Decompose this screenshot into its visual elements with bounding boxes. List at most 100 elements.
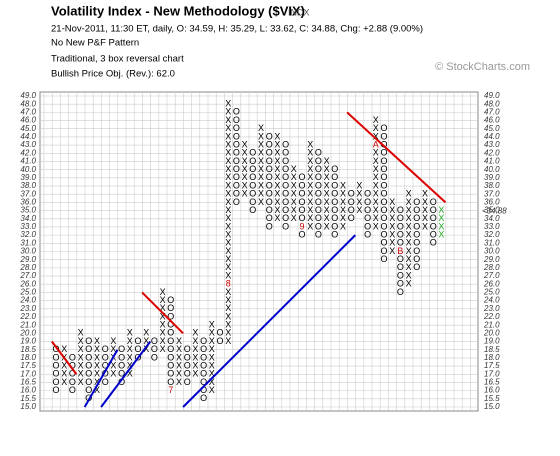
box-glyph: X [127, 369, 133, 379]
box-glyph: O [266, 221, 273, 231]
box-glyph: O [167, 336, 174, 346]
month-marker: 9 [299, 221, 304, 231]
box-glyph: X [127, 360, 133, 370]
box-glyph: O [364, 213, 371, 223]
box-glyph: X [225, 139, 231, 149]
box-glyph: X [258, 148, 264, 158]
box-glyph: X [373, 197, 379, 207]
month-marker: B [397, 246, 403, 256]
y-tick-label-right: 16.5 [484, 378, 500, 387]
box-glyph: X [340, 205, 346, 215]
y-tick-label-right: 42.0 [484, 148, 500, 157]
box-glyph: X [373, 213, 379, 223]
month-marker: 7 [168, 385, 173, 395]
box-glyph: X [225, 336, 231, 346]
y-tick-label: 29.0 [19, 255, 36, 264]
box-glyph: X [406, 254, 412, 264]
y-tick-label: 23.0 [19, 304, 36, 313]
y-tick-label: 21.0 [19, 320, 36, 329]
box-glyph: O [69, 385, 76, 395]
box-glyph: O [134, 336, 141, 346]
y-tick-label-right: 23.0 [483, 304, 500, 313]
box-glyph: X [324, 180, 330, 190]
box-glyph: O [397, 230, 404, 240]
box-glyph: X [209, 369, 215, 379]
box-glyph: X [110, 369, 116, 379]
y-tick-label: 26.0 [19, 279, 36, 288]
box-glyph: O [397, 270, 404, 280]
box-glyph: O [118, 369, 125, 379]
box-glyph: O [184, 352, 191, 362]
box-glyph: X [422, 197, 428, 207]
box-glyph: O [266, 148, 273, 158]
box-glyph: O [233, 172, 240, 182]
box-glyph: X [422, 189, 428, 199]
box-glyph: O [167, 303, 174, 313]
box-glyph: O [52, 385, 59, 395]
box-glyph: O [200, 369, 207, 379]
box-glyph: X [176, 377, 182, 387]
box-glyph: X [324, 197, 330, 207]
box-glyph: X [373, 205, 379, 215]
y-tick-label-right: 41.0 [484, 157, 500, 166]
box-glyph: X [225, 262, 231, 272]
box-glyph: X [373, 131, 379, 141]
box-glyph: X [389, 246, 395, 256]
box-glyph: X [389, 197, 395, 207]
box-glyph: X [373, 156, 379, 166]
box-glyph: X [192, 328, 198, 338]
box-glyph: X [209, 360, 215, 370]
box-glyph: O [380, 197, 387, 207]
box-glyph: O [348, 189, 355, 199]
box-glyph: O [167, 344, 174, 354]
y-tick-label-right: 22.0 [483, 312, 500, 321]
box-glyph: X [356, 180, 362, 190]
box-glyph: X [356, 189, 362, 199]
box-glyph: O [380, 189, 387, 199]
box-glyph: O [380, 156, 387, 166]
box-glyph: X [110, 336, 116, 346]
box-glyph: X [274, 156, 280, 166]
y-tick-label: 17.5 [20, 361, 36, 370]
box-glyph: X [160, 303, 166, 313]
box-glyph: X [389, 238, 395, 248]
y-tick-label: 28.0 [19, 263, 36, 272]
box-glyph: X [61, 360, 67, 370]
box-glyph: O [315, 213, 322, 223]
box-glyph: X [307, 156, 313, 166]
box-glyph: O [266, 180, 273, 190]
box-glyph: X [192, 344, 198, 354]
box-glyph: O [315, 197, 322, 207]
box-glyph: X [209, 336, 215, 346]
box-glyph: X [78, 377, 84, 387]
box-glyph: O [249, 148, 256, 158]
y-tick-label-right: 18.0 [484, 353, 500, 362]
box-glyph: X [307, 139, 313, 149]
box-glyph: X [438, 205, 444, 215]
box-glyph: X [176, 336, 182, 346]
box-glyph: X [373, 221, 379, 231]
box-glyph: X [340, 180, 346, 190]
box-glyph: O [233, 148, 240, 158]
box-glyph: O [282, 205, 289, 215]
box-glyph: X [422, 205, 428, 215]
box-glyph: X [225, 254, 231, 264]
box-glyph: O [430, 213, 437, 223]
y-tick-label-right: 48.0 [484, 99, 500, 108]
y-tick-label-right: 32.0 [484, 230, 500, 239]
y-tick-label-right: 33.0 [484, 222, 500, 231]
